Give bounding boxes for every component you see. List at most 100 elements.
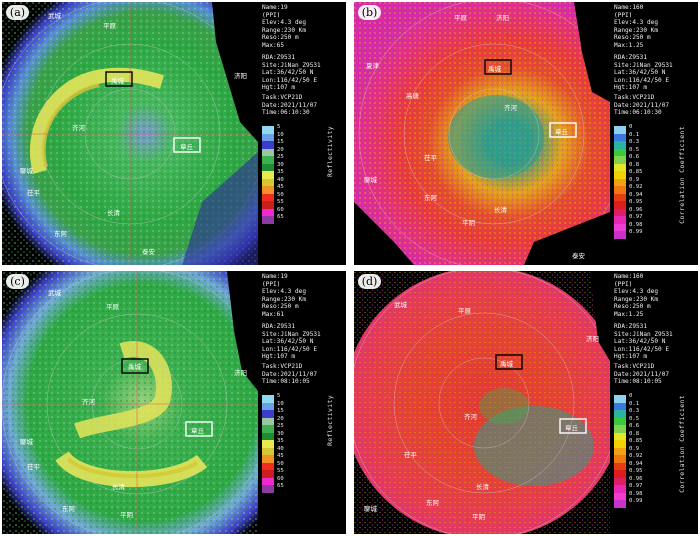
place-label: 济阳 xyxy=(586,335,599,343)
place-label: 齐河 xyxy=(72,124,85,132)
colorbar-swatch xyxy=(614,477,626,485)
place-label: 茌平 xyxy=(27,463,40,471)
site-block: RDA:Z9531 Site:JiNan_Z9531 Lat:36/42/50 … xyxy=(614,54,673,92)
meta-product: (PPI) xyxy=(614,280,633,288)
place-label: 夏津 xyxy=(366,62,379,70)
meta-rda: RDA:Z9531 xyxy=(614,54,648,61)
colorbar-swatch xyxy=(614,156,626,164)
meta-name: Name:160 xyxy=(614,273,644,280)
colorbar-tick-label: 0.6 xyxy=(629,423,640,429)
meta-date: Date:2021/11/07 xyxy=(614,370,670,378)
colorbar xyxy=(262,126,274,224)
colorbar-tick-label: 50 xyxy=(277,460,284,467)
meta-hgt: Hgt:107 m xyxy=(262,84,296,92)
colorbar-swatch xyxy=(262,208,274,216)
colorbar xyxy=(614,395,626,508)
task-block: Task:VCP21D Date:2021/11/07 Time:08:10:0… xyxy=(614,363,669,386)
place-label: 武城 xyxy=(48,289,61,297)
colorbar-tick-label: 15 xyxy=(277,408,284,414)
colorbar-swatch xyxy=(614,395,626,403)
place-label: 聊城 xyxy=(364,176,377,184)
colorbar xyxy=(614,126,626,239)
metadata-block: Name:19 (PPI) Elev:4.3 deg Range:230 Km … xyxy=(262,273,306,319)
site-block: RDA:Z9531 Site:JiNan_Z9531 Lat:36/42/50 … xyxy=(614,323,673,361)
meta-max: Max:1.25 xyxy=(614,41,644,49)
radar-ppi-correlation-b xyxy=(354,2,610,265)
panel-label: (b) xyxy=(358,5,381,20)
colorbar-tick-label: 30 xyxy=(277,161,284,168)
meta-elev: Elev:4.3 deg xyxy=(262,288,307,296)
meta-site: Site:JiNan_Z9531 xyxy=(614,61,673,69)
place-label: 长清 xyxy=(476,483,489,491)
colorbar-swatch xyxy=(262,141,274,149)
meta-max: Max:65 xyxy=(262,41,285,49)
colorbar-swatch xyxy=(614,462,626,470)
highlight-box-north xyxy=(495,354,523,370)
colorbar-tick-label: 0.8 xyxy=(629,430,640,437)
meta-date: Date:2021/11/07 xyxy=(262,370,318,378)
meta-rda: RDA:Z9531 xyxy=(262,323,296,330)
place-label: 济阳 xyxy=(234,72,247,80)
place-label: 平原 xyxy=(458,307,471,315)
colorbar-tick-label: 0.95 xyxy=(629,199,643,205)
colorbar-swatch xyxy=(262,417,274,425)
colorbar-swatch xyxy=(262,447,274,455)
colorbar-swatch xyxy=(614,231,626,239)
colorbar-swatch xyxy=(614,193,626,201)
place-label: 章丘 xyxy=(191,427,204,435)
colorbar-tick-label: 0.5 xyxy=(629,415,640,422)
metadata-block: Name:19 (PPI) Elev:4.3 deg Range:230 Km … xyxy=(262,4,306,50)
place-label: 济阳 xyxy=(234,369,247,377)
colorbar-swatch xyxy=(614,410,626,418)
colorbar-swatch xyxy=(614,126,626,134)
place-label: 东阿 xyxy=(62,505,75,513)
colorbar-swatch xyxy=(614,148,626,156)
colorbar-swatch xyxy=(262,462,274,470)
meta-task: Task:VCP21D xyxy=(614,94,655,101)
colorbar-swatch xyxy=(614,440,626,448)
colorbar-tick-label: 0.98 xyxy=(629,490,643,497)
colorbar-swatch xyxy=(262,425,274,433)
colorbar-swatch xyxy=(614,470,626,478)
place-label: 禹城 xyxy=(500,360,513,368)
colorbar-tick-label: 60 xyxy=(277,206,284,213)
place-label: 章丘 xyxy=(565,424,578,432)
place-label: 平原 xyxy=(103,22,116,30)
place-label: 禹城 xyxy=(111,77,124,85)
colorbar xyxy=(262,395,274,493)
colorbar-title: Reflectivity xyxy=(326,126,334,177)
panel-d: (d) 武城 平原 禹城 济阳 章丘 齐河 茌平 东阿 聊城 长清 平阴 Nam… xyxy=(354,271,698,534)
colorbar-swatch xyxy=(614,133,626,141)
place-label: 齐河 xyxy=(464,413,477,421)
colorbar-tick-label: 0.85 xyxy=(629,169,643,175)
colorbar-swatch xyxy=(262,395,274,403)
colorbar-tick-label: 0.3 xyxy=(629,408,640,414)
colorbar-tick-label: 25 xyxy=(277,154,284,160)
place-label: 平阴 xyxy=(462,219,475,227)
meta-reso: Reso:250 m xyxy=(614,303,651,311)
colorbar-tick-label: 10 xyxy=(277,131,284,138)
meta-range: Range:230 Km xyxy=(614,26,659,34)
place-label: 聊城 xyxy=(20,167,33,175)
meta-rda: RDA:Z9531 xyxy=(262,54,296,61)
colorbar-ticks: 5 10 15 20 25 30 35 40 45 50 55 60 65 xyxy=(277,124,284,222)
colorbar-swatch xyxy=(262,186,274,194)
colorbar-ticks: 5 10 15 20 25 30 35 40 45 50 55 60 65 xyxy=(277,393,284,491)
panel-b: (b) 平原 济阳 夏津 禹城 高唐 章丘 齐河 茌平 聊城 东阿 长清 平阴 … xyxy=(354,2,698,265)
colorbar-tick-label: 0.92 xyxy=(629,453,643,459)
place-label: 平阴 xyxy=(472,513,485,521)
meta-product: (PPI) xyxy=(262,11,281,19)
colorbar-swatch xyxy=(614,223,626,231)
colorbar-swatch xyxy=(262,163,274,171)
meta-elev: Elev:4.3 deg xyxy=(614,288,659,296)
place-label: 东阿 xyxy=(424,194,437,202)
meta-range: Range:230 Km xyxy=(262,26,307,34)
meta-elev: Elev:4.3 deg xyxy=(262,19,307,27)
place-label: 泰安 xyxy=(142,248,155,256)
colorbar-swatch xyxy=(262,178,274,186)
colorbar-swatch xyxy=(262,126,274,134)
colorbar-tick-label: 40 xyxy=(277,176,284,183)
meta-task: Task:VCP21D xyxy=(262,94,303,101)
colorbar-swatch xyxy=(262,171,274,179)
colorbar-title: Reflectivity xyxy=(326,395,334,446)
